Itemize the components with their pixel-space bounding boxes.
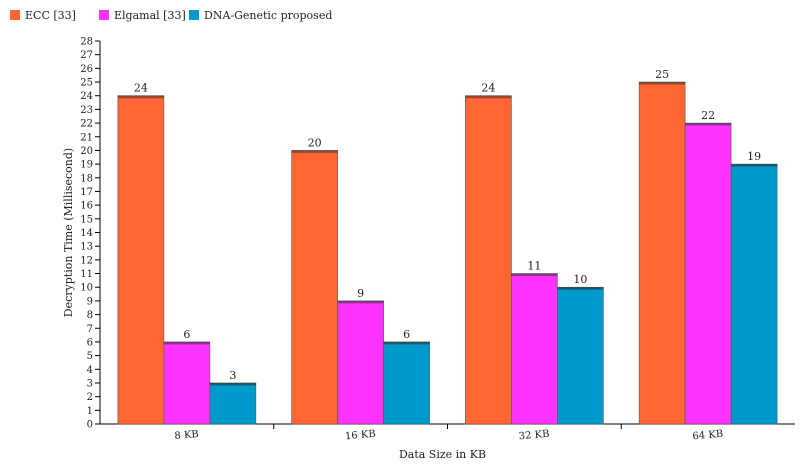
- bar: [117, 95, 165, 425]
- bar-body: [383, 341, 430, 425]
- x-tick-label: 8 KB: [174, 429, 199, 442]
- bar: [638, 81, 686, 425]
- y-tick-label: 18: [80, 173, 93, 184]
- bar-body: [465, 95, 512, 425]
- bar: [291, 150, 338, 425]
- bar: [511, 273, 558, 425]
- y-tick-label: 11: [80, 269, 93, 280]
- y-tick-label: 28: [80, 37, 93, 48]
- bar-body: [684, 122, 732, 425]
- bar-top-edge: [291, 150, 338, 153]
- data-label: 10: [573, 273, 587, 286]
- data-label: 25: [655, 68, 669, 81]
- y-tick-label: 15: [80, 214, 93, 225]
- bar: [557, 286, 604, 425]
- x-tick-label: 64 KB: [692, 429, 724, 443]
- data-labels: 24 6 3 20 9 6 24 11 10 25 22 19: [134, 68, 761, 382]
- y-tick-label: 17: [80, 187, 93, 198]
- bar-body: [291, 150, 338, 425]
- bar-body: [117, 95, 165, 425]
- data-label: 24: [481, 82, 495, 95]
- bar-body: [557, 286, 604, 425]
- bar-top-edge: [557, 287, 604, 290]
- bar: [730, 163, 778, 425]
- y-tick-label: 6: [87, 337, 93, 348]
- legend-label: Elgamal [33]: [114, 9, 186, 22]
- bar-top-edge: [685, 123, 732, 126]
- y-tick-label: 1: [87, 406, 93, 417]
- bars: [117, 81, 778, 425]
- bar: [465, 95, 512, 425]
- data-label: 6: [403, 328, 410, 341]
- data-label: 24: [134, 82, 148, 95]
- y-axis-title: Decryption Time (Millisecond): [62, 148, 75, 317]
- data-label: 20: [308, 136, 322, 149]
- x-tick-label: 32 KB: [518, 429, 550, 443]
- legend-swatch: [99, 10, 109, 20]
- y-tick-label: 27: [80, 50, 93, 61]
- bar-body: [337, 300, 384, 425]
- bar-body: [163, 341, 211, 425]
- y-tick-label: 10: [80, 283, 93, 294]
- y-tick-label: 21: [80, 132, 93, 143]
- legend-label: ECC [33]: [25, 9, 76, 22]
- data-label: 11: [527, 260, 541, 273]
- y-tick-label: 13: [80, 242, 93, 253]
- bar-top-edge: [731, 164, 778, 167]
- bar: [209, 382, 257, 425]
- y-tick-label: 5: [87, 351, 93, 362]
- bar-body: [511, 273, 558, 425]
- y-tick-label: 0: [87, 420, 93, 431]
- y-tick-label: 20: [80, 146, 93, 157]
- y-tick-label: 3: [87, 378, 93, 389]
- legend: ECC [33] Elgamal [33] DNA-Genetic proposed: [10, 9, 332, 22]
- y-tick-label: 14: [80, 228, 93, 239]
- data-label: 9: [357, 287, 364, 300]
- x-axis: 8 KB 16 KB 32 KB 64 KB: [100, 423, 795, 443]
- bar-top-edge: [163, 341, 210, 345]
- bar: [337, 300, 384, 425]
- y-tick-label: 24: [80, 91, 93, 102]
- y-tick-label: 9: [87, 296, 93, 307]
- bar-top-edge: [511, 273, 558, 277]
- bar: [383, 341, 430, 425]
- bar-top-edge: [117, 95, 164, 99]
- y-tick-label: 22: [80, 119, 93, 130]
- bar-top-edge: [465, 95, 512, 99]
- y-tick-label: 8: [87, 310, 93, 321]
- data-label: 22: [701, 109, 715, 122]
- bar-top-edge: [209, 382, 256, 386]
- data-label: 19: [747, 150, 761, 163]
- y-tick-label: 12: [80, 255, 93, 266]
- bar-top-edge: [337, 300, 384, 304]
- y-tick-label: 2: [87, 392, 93, 403]
- x-axis-title: Data Size in KB: [399, 448, 486, 461]
- bar-body: [638, 81, 686, 425]
- bar-body: [730, 163, 778, 425]
- y-tick-label: 19: [80, 160, 93, 171]
- y-tick-label: 23: [80, 105, 93, 116]
- data-label: 6: [183, 328, 190, 341]
- y-tick-label: 25: [80, 78, 93, 89]
- bar-top-edge: [383, 341, 430, 345]
- y-axis: 0123456789101112131415161718192021222324…: [80, 37, 101, 431]
- y-tick-label: 26: [80, 64, 93, 75]
- legend-swatch: [10, 10, 20, 20]
- bar: [163, 341, 211, 425]
- legend-swatch: [189, 10, 199, 20]
- y-tick-label: 7: [87, 324, 93, 335]
- x-tick-label: 16 KB: [345, 429, 377, 443]
- data-label: 3: [229, 369, 236, 382]
- bar: [684, 122, 732, 425]
- bar-body: [209, 382, 257, 425]
- bar-top-edge: [639, 82, 686, 85]
- legend-label: DNA-Genetic proposed: [204, 9, 332, 22]
- y-tick-label: 4: [87, 365, 93, 376]
- y-tick-label: 16: [80, 201, 93, 212]
